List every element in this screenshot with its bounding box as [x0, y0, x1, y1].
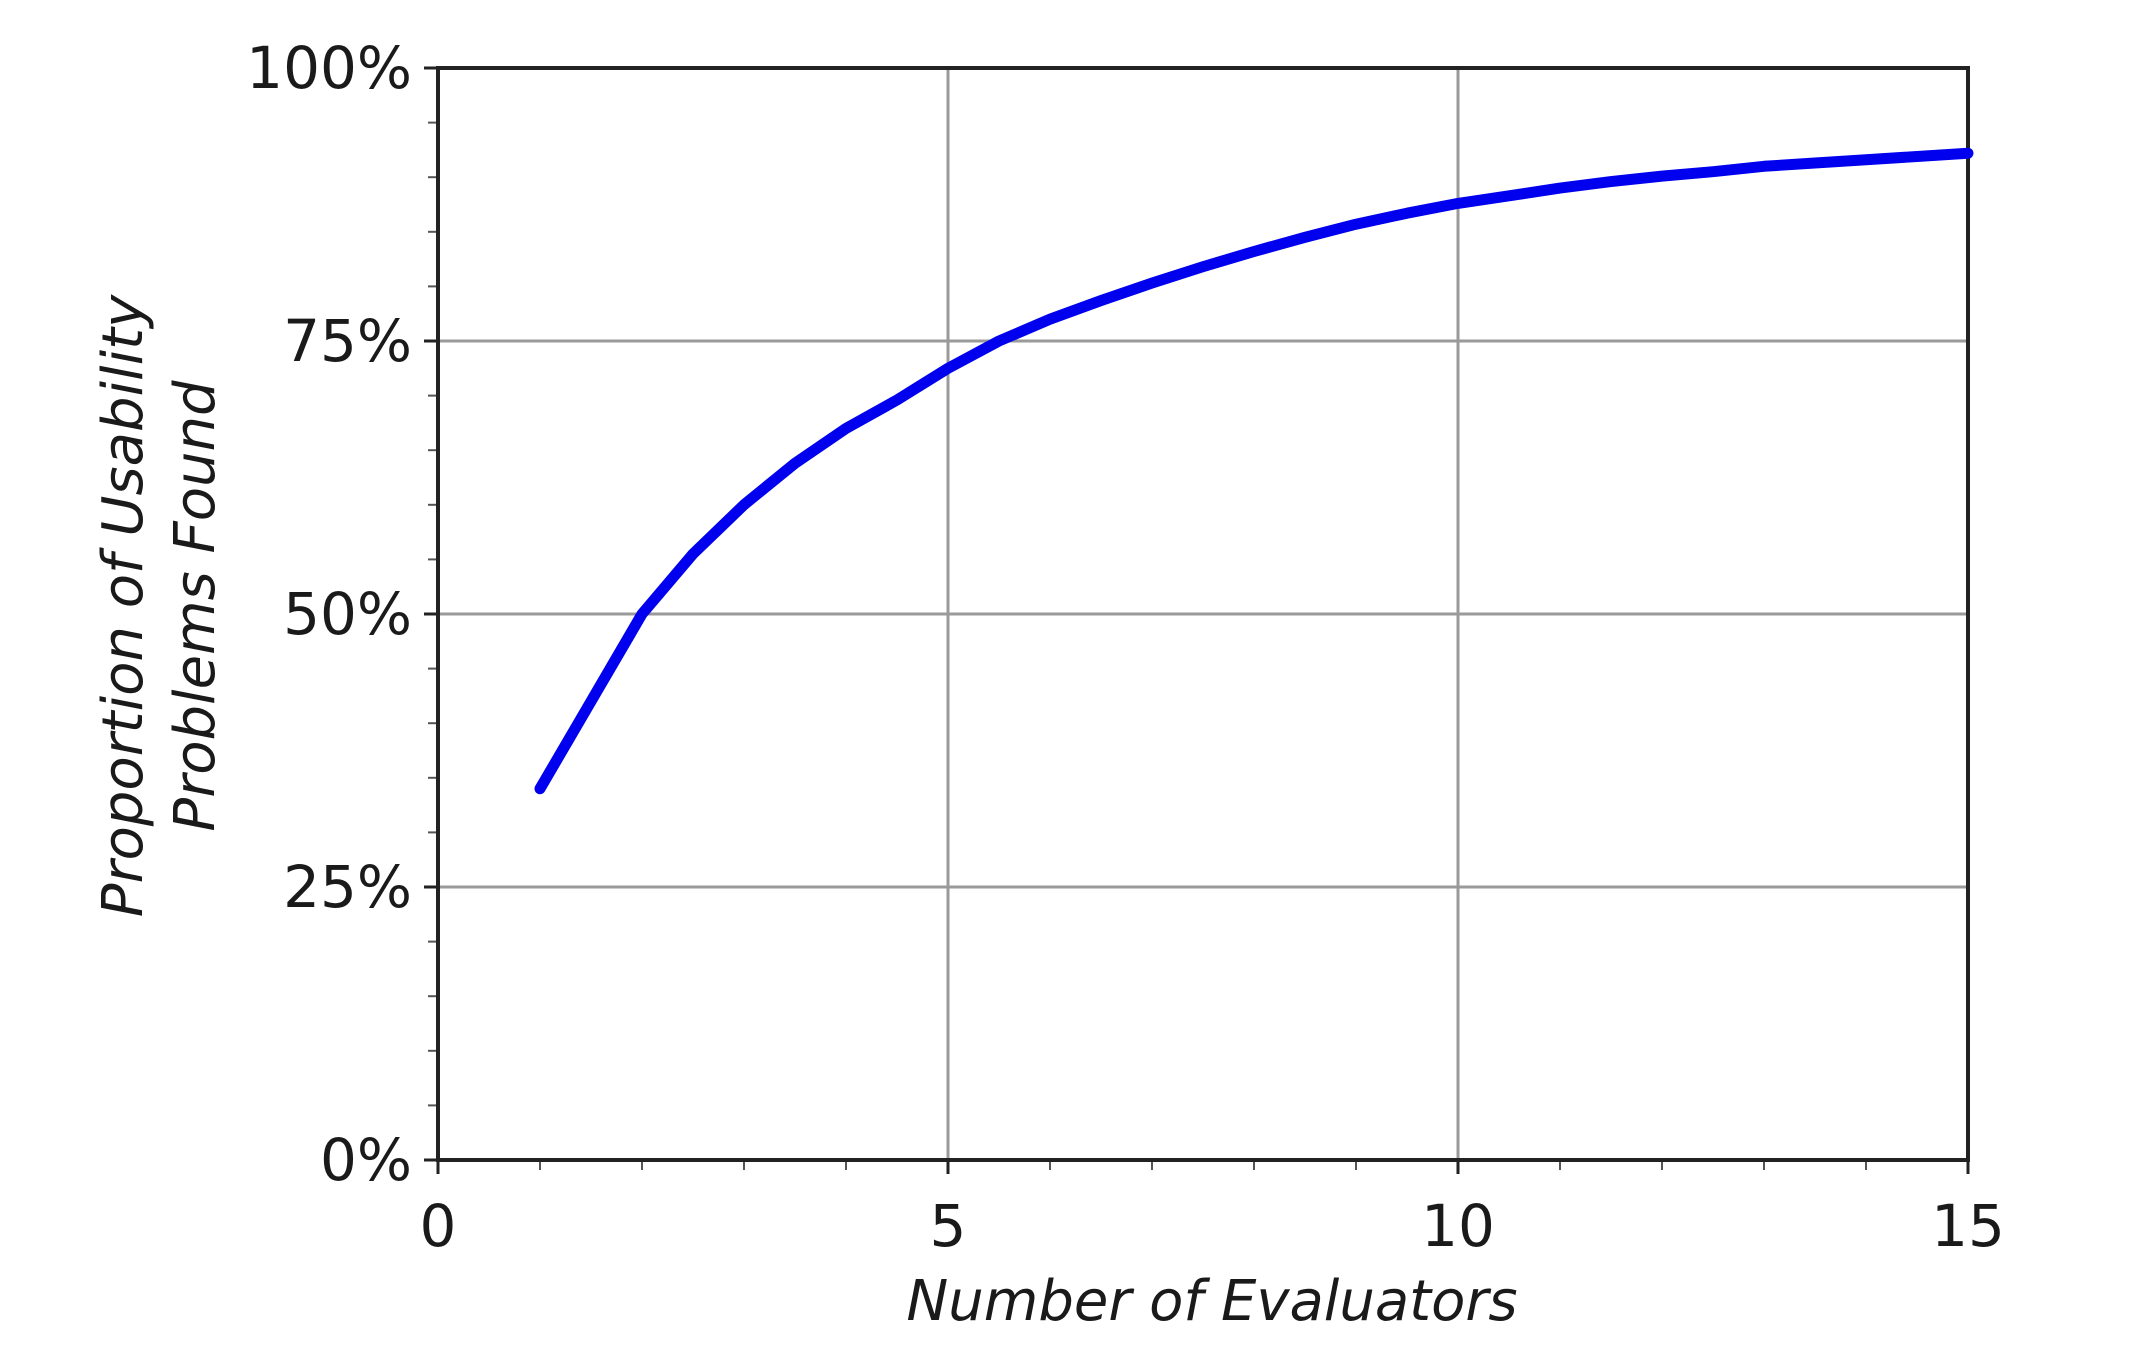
x-tick-label: 10 — [1421, 1192, 1495, 1260]
x-tick-label: 15 — [1931, 1192, 2005, 1260]
y-axis-title-line-1: Proportion of Usability — [91, 294, 156, 917]
series-line — [534, 147, 1974, 795]
y-tick-label: 100% — [246, 34, 412, 102]
grid-lines — [438, 68, 1968, 1160]
minor-ticks — [424, 66, 1970, 1174]
y-tick-label: 50% — [283, 580, 412, 648]
y-axis-title-line-2: Problems Found — [163, 380, 228, 832]
y-tick-label: 0% — [320, 1126, 412, 1194]
x-axis-title: Number of Evaluators — [906, 1269, 1517, 1334]
series-layer — [534, 147, 1974, 795]
y-tick-label: 75% — [283, 307, 412, 375]
x-tick-label: 5 — [930, 1192, 967, 1260]
tick-labels: 0% 25% 50% 75% 100% 0 5 10 15 — [246, 34, 2005, 1260]
plot-area-frame — [436, 66, 1970, 1162]
x-tick-label: 0 — [420, 1192, 457, 1260]
y-tick-label: 25% — [283, 853, 412, 921]
y-axis-title: Proportion of Usability Problems Found — [91, 294, 228, 917]
